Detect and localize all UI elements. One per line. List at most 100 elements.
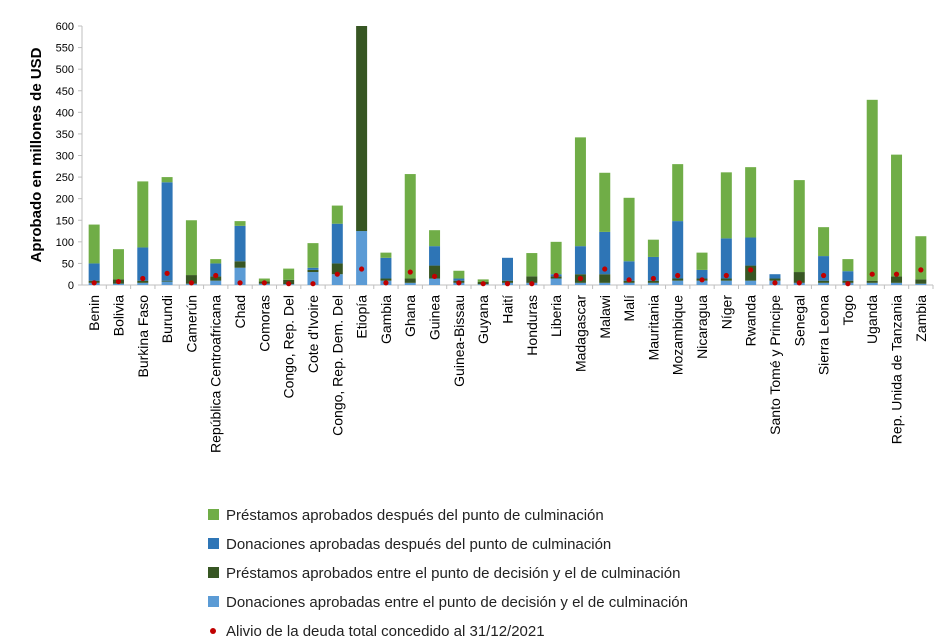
bar-segment (672, 278, 684, 281)
debt-relief-point (529, 281, 535, 287)
bar-segment (745, 167, 757, 238)
x-tick-label: Congo, Rep. Dem. Del (329, 295, 345, 436)
debt-relief-point (91, 280, 97, 286)
bar-segment (283, 268, 295, 280)
bar-segment (356, 231, 368, 285)
bar-segment (161, 177, 173, 183)
bar-segment (842, 259, 854, 272)
bar-segment (672, 221, 684, 279)
legend-swatch (208, 509, 219, 520)
bar-segment (234, 225, 246, 262)
bar-segment (453, 270, 465, 279)
bar-segment (161, 182, 173, 281)
bar-segment (574, 246, 586, 275)
debt-relief-point (699, 277, 705, 283)
debt-relief-point (845, 281, 851, 287)
bar-segment (720, 278, 732, 281)
bar-segment (769, 274, 781, 279)
bar-segment (696, 252, 708, 270)
bar-segment (915, 283, 927, 285)
bar-segment (696, 280, 708, 285)
x-tick-label: Haití (500, 295, 516, 324)
bar-segment (307, 269, 319, 273)
legend-marker (210, 628, 216, 634)
x-tick-label: Níger (718, 295, 734, 330)
debt-relief-point (748, 267, 754, 273)
legend-swatch (208, 596, 219, 607)
bar-segment (647, 280, 659, 283)
bar-segment (404, 278, 416, 283)
bar-segment (720, 172, 732, 239)
bar-segment (88, 224, 100, 264)
debt-relief-point (918, 267, 924, 273)
x-tick-label: Burkina Faso (135, 295, 151, 378)
bar-segment (185, 220, 197, 276)
y-tick-label: 200 (56, 194, 74, 206)
y-tick-label: 300 (56, 151, 74, 163)
debt-relief-point (504, 281, 511, 287)
x-tick-label: República Centroafricana (208, 295, 224, 453)
bar-segment (307, 267, 319, 270)
debt-relief-point (553, 272, 559, 279)
bar-segment (307, 243, 319, 268)
bar-segment (647, 256, 659, 281)
bar-segment (866, 282, 878, 285)
bar-segment (331, 263, 343, 275)
y-axis-label: Aprobado en millones de USD (28, 47, 45, 262)
x-tick-label: Guinea-Bissau (451, 295, 467, 387)
x-tick-label: Bolivia (110, 295, 126, 336)
x-tick-label: Uganda (864, 295, 880, 344)
bar-segment (769, 278, 781, 281)
x-tick-label: Rep. Unida de Tanzania (889, 295, 905, 444)
x-tick-label: Camerún (183, 295, 199, 353)
bar-segment (526, 253, 538, 277)
debt-relief-point (602, 266, 608, 272)
bar-segment (137, 181, 149, 248)
bar-segment (866, 280, 878, 283)
bar-segment (526, 276, 538, 283)
debt-relief-point (334, 271, 340, 277)
debt-relief-point (237, 280, 243, 286)
y-tick-label: 550 (56, 43, 74, 55)
y-tick-label: 150 (56, 215, 74, 227)
x-tick-label: Madagascar (572, 295, 588, 372)
bar-segment (161, 281, 173, 285)
bar-segment (404, 282, 416, 285)
bar-segment (647, 282, 659, 285)
bar-segment (623, 197, 635, 262)
bar-segment (745, 280, 757, 285)
bar-segment (112, 283, 124, 285)
bar-segment (429, 246, 441, 266)
debt-relief-point (188, 280, 195, 286)
x-tick-label: Santo Tomé y Principe (767, 295, 783, 435)
legend-label: Alivio de la deuda total concedido al 31… (226, 623, 545, 640)
bar-segment (818, 227, 830, 257)
bar-segment (720, 280, 732, 285)
bar-segment (550, 241, 562, 275)
bar-segment (429, 230, 441, 247)
x-tick-label: Guinea (427, 295, 443, 340)
bar-segment (185, 275, 197, 284)
x-tick-label: Comoras (256, 295, 272, 352)
bar-segment (502, 257, 513, 281)
y-tick-label: 250 (56, 172, 74, 184)
x-tick-label: Nicaragua (694, 295, 710, 359)
bar-segment (891, 154, 903, 277)
bar-segment (137, 247, 149, 281)
legend-swatch (208, 538, 219, 549)
x-tick-label: Gambia (378, 295, 394, 344)
x-tick-label: Zambia (913, 295, 929, 342)
bar-segment (866, 99, 878, 281)
x-tick-label: Guyana (475, 295, 491, 344)
bar-segment (599, 282, 611, 285)
y-tick-label: 600 (56, 21, 74, 33)
x-tick-label: Malawi (597, 295, 613, 339)
bar-segment (331, 205, 343, 224)
bar-segment (672, 164, 684, 222)
x-tick-label: Benin (86, 295, 102, 331)
bar-segment (915, 279, 927, 284)
legend-label: Préstamos aprobados después del punto de… (226, 507, 604, 524)
bar-segment (453, 278, 465, 281)
bar-segment (599, 172, 611, 232)
